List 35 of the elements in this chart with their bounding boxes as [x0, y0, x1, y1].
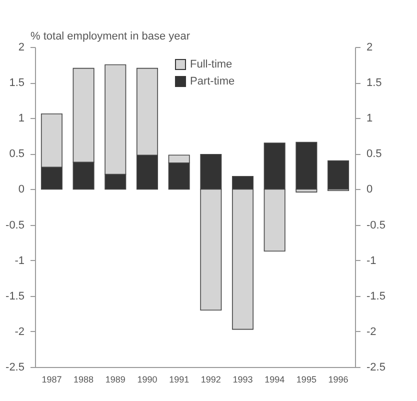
x-tick-label: 1989 [105, 374, 126, 384]
y2-tick-label: -1 [366, 254, 376, 267]
x-tick-label: 1995 [296, 374, 316, 384]
x-tick-label: 1996 [328, 374, 348, 384]
y-tick-label: -2.5 [6, 362, 24, 374]
y2-tick-label: -2 [366, 326, 376, 338]
x-tick-label: 1991 [169, 374, 190, 384]
y2-tick-label: -1.5 [366, 290, 386, 302]
y2-tick-label: -2.5 [366, 362, 386, 374]
bar [328, 160, 350, 190]
y2-tick-label: 0.5 [366, 148, 382, 160]
y2-tick-label: 0 [366, 184, 373, 196]
y2-tick-label: 2 [366, 42, 373, 54]
y-tick-label: -0.5 [6, 219, 24, 232]
x-tick-label: 1987 [42, 374, 62, 384]
legend-label: Part-time [190, 76, 235, 88]
legend-label: Full-time [190, 58, 232, 70]
x-tick-label: 1990 [137, 374, 158, 384]
y-tick-label: 0.5 [9, 148, 24, 160]
y2-tick-label: 1.5 [366, 77, 382, 90]
x-tick-label: 1988 [74, 374, 94, 384]
y-tick-label: -2 [14, 326, 24, 338]
y-tick-label: 2 [18, 42, 24, 54]
x-tick-label: 1994 [264, 374, 285, 384]
y-axis-title: % total employment in base year [30, 30, 190, 42]
y2-tick-label: -0.5 [366, 219, 386, 232]
x-tick-label: 1993 [232, 374, 253, 384]
y-tick-label: 0 [18, 184, 24, 196]
bar [296, 142, 318, 190]
y-tick-label: 1.5 [9, 77, 24, 90]
y-tick-label: 1 [18, 112, 24, 125]
x-tick-label: 1992 [200, 374, 221, 384]
y-tick-label: -1.5 [6, 290, 24, 302]
y-tick-label: -1 [14, 254, 24, 267]
y2-tick-label: 1 [366, 112, 373, 125]
